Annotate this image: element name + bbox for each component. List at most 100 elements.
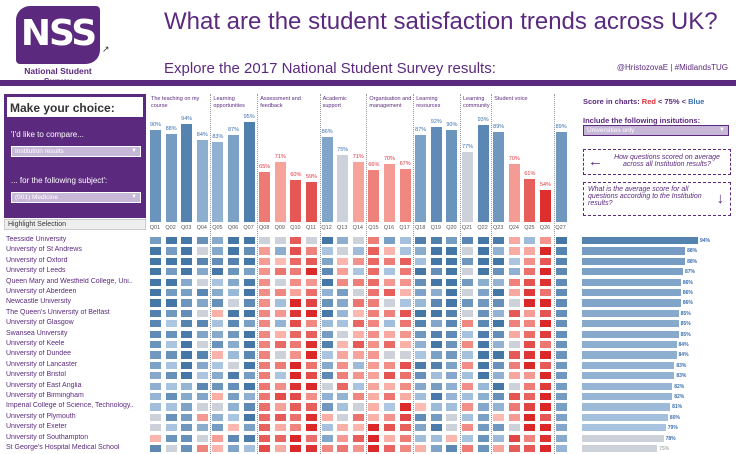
heatmap-cell[interactable] [384,247,395,255]
question-bar[interactable] [430,127,442,222]
heatmap-cell[interactable] [524,361,536,369]
heatmap-cell[interactable] [508,434,520,442]
heatmap-cell[interactable] [165,445,177,453]
heatmap-cell[interactable] [462,424,473,432]
heatmap-cell[interactable] [384,351,395,359]
heatmap-cell[interactable] [150,403,161,411]
heatmap-cell[interactable] [540,330,551,338]
heatmap-cell[interactable] [462,361,473,369]
heatmap-cell[interactable] [290,403,302,411]
heatmap-cell[interactable] [368,299,380,307]
heatmap-cell[interactable] [321,309,333,317]
heatmap-cell[interactable] [508,372,520,380]
heatmap-cell[interactable] [540,237,551,245]
heatmap-cell[interactable] [477,361,489,369]
heatmap-cell[interactable] [368,445,380,453]
heatmap-cell[interactable] [196,382,208,390]
heatmap-cell[interactable] [165,330,177,338]
heatmap-cell[interactable] [540,393,551,401]
heatmap-cell[interactable] [352,268,364,276]
heatmap-cell[interactable] [212,382,224,390]
heatmap-cell[interactable] [430,413,442,421]
heatmap-cell[interactable] [352,424,364,432]
heatmap-cell[interactable] [259,382,271,390]
heatmap-cell[interactable] [212,299,224,307]
institution-label[interactable]: Swansea University [6,329,68,337]
heatmap-cell[interactable] [399,434,411,442]
heatmap-cell[interactable] [524,372,536,380]
heatmap-cell[interactable] [243,351,255,359]
heatmap-cell[interactable] [306,289,317,297]
heatmap-cell[interactable] [555,351,567,359]
heatmap-cell[interactable] [446,413,458,421]
heatmap-cell[interactable] [290,320,302,328]
heatmap-cell[interactable] [368,434,380,442]
heatmap-cell[interactable] [493,268,505,276]
heatmap-cell[interactable] [243,309,255,317]
heatmap-cell[interactable] [524,330,536,338]
heatmap-cell[interactable] [150,237,161,245]
heatmap-cell[interactable] [446,361,458,369]
heatmap-cell[interactable] [212,413,224,421]
heatmap-cell[interactable] [508,445,520,453]
heatmap-cell[interactable] [274,299,286,307]
heatmap-cell[interactable] [337,257,349,265]
heatmap-cell[interactable] [368,237,380,245]
heatmap-cell[interactable] [368,413,380,421]
heatmap-cell[interactable] [493,247,505,255]
heatmap-cell[interactable] [165,289,177,297]
institution-label[interactable]: University of Bristol [6,371,66,379]
heatmap-cell[interactable] [462,309,473,317]
heatmap-cell[interactable] [165,382,177,390]
heatmap-cell[interactable] [337,382,349,390]
heatmap-cell[interactable] [477,393,489,401]
question-bar[interactable] [243,122,255,222]
heatmap-cell[interactable] [430,257,442,265]
heatmap-cell[interactable] [415,278,427,286]
heatmap-cell[interactable] [477,372,489,380]
heatmap-cell[interactable] [555,278,567,286]
heatmap-cell[interactable] [150,424,161,432]
heatmap-cell[interactable] [212,341,224,349]
institution-average-bar[interactable] [582,299,681,307]
question-bar[interactable] [181,123,193,222]
nav-question-averages[interactable]: ← How questions scored on average across… [583,149,731,175]
heatmap-cell[interactable] [430,299,442,307]
heatmap-cell[interactable] [446,372,458,380]
heatmap-cell[interactable] [290,351,302,359]
heatmap-cell[interactable] [352,278,364,286]
heatmap-cell[interactable] [399,320,411,328]
heatmap-cell[interactable] [462,403,473,411]
heatmap-cell[interactable] [477,330,489,338]
heatmap-cell[interactable] [508,403,520,411]
question-bar[interactable] [212,142,224,222]
heatmap-cell[interactable] [150,247,161,255]
heatmap-cell[interactable] [274,237,286,245]
heatmap-cell[interactable] [165,372,177,380]
heatmap-cell[interactable] [150,382,161,390]
heatmap-cell[interactable] [337,361,349,369]
heatmap-cell[interactable] [243,382,255,390]
heatmap-cell[interactable] [212,257,224,265]
heatmap-cell[interactable] [446,257,458,265]
heatmap-cell[interactable] [274,278,286,286]
heatmap-cell[interactable] [524,351,536,359]
heatmap-cell[interactable] [165,320,177,328]
heatmap-cell[interactable] [196,268,208,276]
heatmap-cell[interactable] [540,341,551,349]
heatmap-cell[interactable] [243,445,255,453]
question-bar[interactable] [196,140,208,222]
heatmap-cell[interactable] [540,413,551,421]
heatmap-cell[interactable] [196,372,208,380]
heatmap-cell[interactable] [415,445,427,453]
heatmap-cell[interactable] [524,434,536,442]
heatmap-cell[interactable] [555,309,567,317]
heatmap-cell[interactable] [399,361,411,369]
heatmap-cell[interactable] [290,257,302,265]
heatmap-cell[interactable] [368,341,380,349]
heatmap-cell[interactable] [181,268,193,276]
heatmap-cell[interactable] [415,424,427,432]
heatmap-cell[interactable] [430,237,442,245]
heatmap-cell[interactable] [306,341,317,349]
heatmap-cell[interactable] [196,309,208,317]
